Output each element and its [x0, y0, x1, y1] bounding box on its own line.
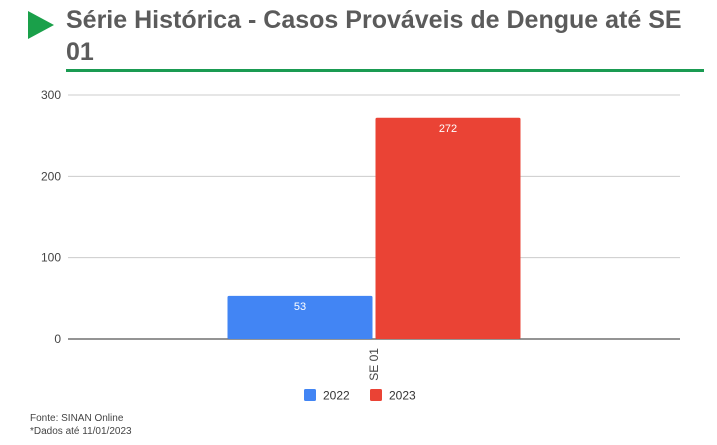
play-triangle-icon [28, 11, 54, 39]
bar-data-labels: 53 272 [294, 123, 457, 313]
footer: Fonte: SINAN Online *Dados até 11/01/202… [30, 412, 132, 438]
y-tick-label-100: 100 [41, 251, 61, 265]
y-tick-label-0: 0 [54, 332, 61, 346]
legend-swatch-2022 [304, 389, 316, 401]
source-note: Fonte: SINAN Online [30, 413, 124, 424]
page-title: Série Histórica - Casos Prováveis de Den… [66, 6, 682, 66]
bar-2023-0 [375, 117, 521, 339]
legend-label-2023: 2023 [389, 389, 416, 403]
bar-chart: 0 100 200 300 53 272 SE 01 2022 2023 [41, 88, 680, 403]
title-underline [66, 69, 704, 72]
gridlines [68, 94, 680, 340]
legend-swatch-2023 [370, 389, 382, 401]
x-tick-label-0: SE 01 [367, 348, 381, 381]
bar-label-2023-0: 272 [439, 123, 457, 135]
legend-label-2022: 2022 [323, 389, 350, 403]
x-axis-ticks: SE 01 [367, 348, 381, 381]
bar-2022-0 [227, 295, 373, 339]
y-axis-ticks: 0 100 200 300 [41, 88, 61, 346]
y-tick-label-200: 200 [41, 169, 61, 183]
bar-label-2022-0: 53 [294, 301, 306, 313]
bars [227, 117, 521, 339]
data-date-note: *Dados até 11/01/2023 [30, 426, 132, 437]
legend: 2022 2023 [304, 389, 416, 403]
y-tick-label-300: 300 [41, 88, 61, 102]
header: Série Histórica - Casos Prováveis de Den… [0, 0, 717, 74]
